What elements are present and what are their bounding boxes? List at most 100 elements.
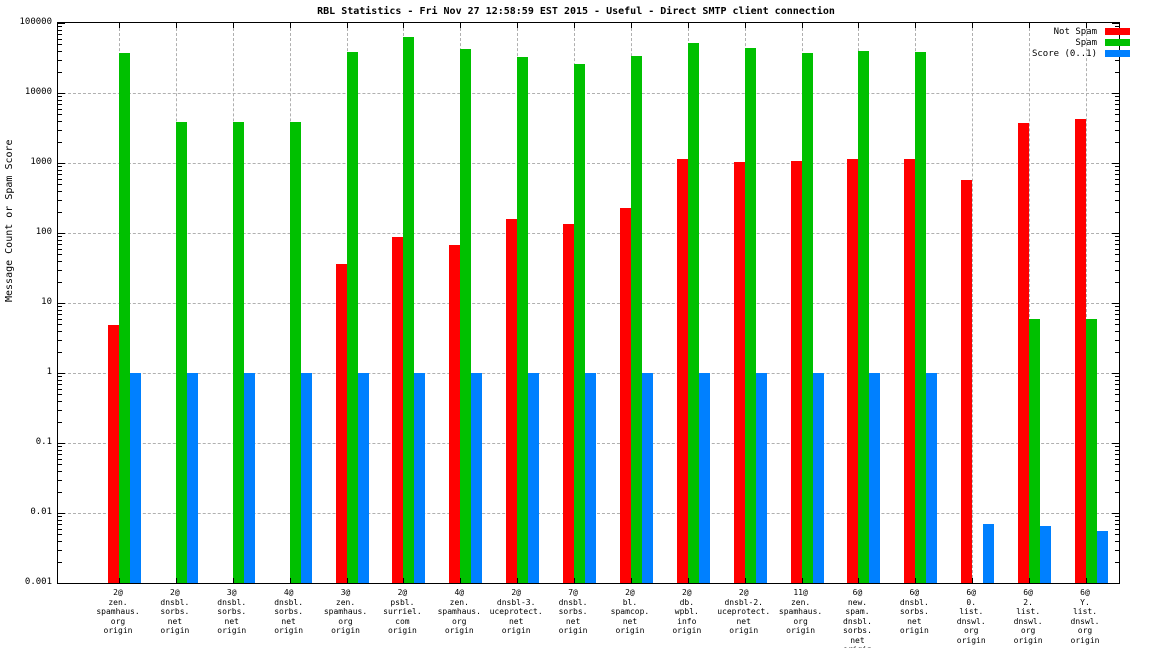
y-minor-tick <box>1115 446 1119 448</box>
y-minor-tick <box>58 44 62 46</box>
bar-not-spam <box>619 207 631 583</box>
y-minor-tick <box>1115 166 1119 168</box>
bar-score-0-1- <box>414 373 426 583</box>
x-tick <box>175 23 177 28</box>
x-category-label-line: uceprotect. <box>717 607 771 616</box>
y-minor-tick <box>1115 190 1119 192</box>
y-tick-label: 100000 <box>19 17 52 27</box>
x-category-label: 4@ dnsbl. sorbs. net origin <box>254 588 324 636</box>
y-minor-tick <box>58 254 62 256</box>
legend-swatch <box>1105 28 1130 35</box>
x-tick <box>574 578 576 583</box>
x-tick <box>915 23 917 28</box>
y-minor-tick <box>58 50 62 52</box>
bar-spam <box>687 42 699 583</box>
x-tick <box>460 578 462 583</box>
y-minor-tick <box>58 313 62 315</box>
x-category-label-line: org <box>964 626 979 635</box>
x-tick <box>630 578 632 583</box>
x-category-label-line: zen. <box>108 597 128 607</box>
x-category-label-line: origin <box>672 626 702 635</box>
y-major-tick <box>1112 93 1119 94</box>
x-tick <box>744 23 746 28</box>
y-minor-tick <box>58 169 62 171</box>
y-minor-tick <box>1115 281 1119 283</box>
y-minor-tick <box>1115 71 1119 73</box>
x-tick <box>1086 23 1087 28</box>
x-category-label-line: dnsbl-2. <box>724 597 763 607</box>
y-minor-tick <box>1115 260 1119 262</box>
y-minor-tick <box>1115 313 1119 315</box>
x-category-label: 3@ zen. spamhaus. org origin <box>311 588 381 636</box>
bar-not-spam <box>108 325 119 583</box>
y-minor-tick <box>58 449 62 451</box>
y-minor-tick <box>58 519 62 521</box>
bar-score-0-1- <box>528 373 540 583</box>
y-minor-tick <box>58 141 62 143</box>
y-minor-tick <box>1115 309 1119 311</box>
y-minor-tick <box>1115 178 1119 180</box>
y-minor-tick <box>58 248 62 250</box>
y-minor-tick <box>58 33 62 35</box>
x-category-label-line: 2@ <box>511 588 521 597</box>
y-major-tick <box>58 233 65 234</box>
y-minor-tick <box>1115 421 1119 423</box>
y-minor-tick <box>1115 394 1119 396</box>
y-minor-tick <box>58 114 62 116</box>
x-tick <box>232 578 234 583</box>
x-category-label-line: spamhaus. <box>96 607 140 616</box>
y-major-tick <box>58 443 65 444</box>
x-tick <box>346 578 348 583</box>
x-category-label-line: origin <box>331 626 360 635</box>
y-minor-tick <box>58 339 62 341</box>
x-tick <box>1029 578 1031 583</box>
bar-score-0-1- <box>812 373 824 583</box>
x-category-label-line: origin <box>558 626 588 635</box>
y-minor-tick <box>1115 239 1119 241</box>
y-minor-tick <box>58 71 62 73</box>
y-minor-tick <box>1115 120 1119 122</box>
x-tick <box>517 23 519 28</box>
y-tick-label: 10000 <box>24 87 52 97</box>
legend-label: Spam <box>1075 37 1097 48</box>
x-category-label-line: db. <box>679 597 695 607</box>
x-category-label-line: zen. <box>449 597 469 607</box>
y-gridline <box>58 163 1119 164</box>
y-minor-tick <box>58 190 62 192</box>
bar-spam <box>403 37 415 583</box>
x-category-label-line: 2@ <box>170 588 180 597</box>
x-category-label-line: net <box>224 616 239 626</box>
y-minor-tick <box>1115 96 1119 98</box>
y-minor-tick <box>58 549 62 551</box>
y-minor-tick <box>58 464 62 466</box>
y-minor-tick <box>1115 169 1119 171</box>
bar-score-0-1- <box>243 373 255 583</box>
x-category-label-line: origin <box>1070 635 1100 645</box>
x-category-label-line: 4@ <box>454 588 465 597</box>
y-tick-label: 1 <box>46 367 52 377</box>
y-minor-tick <box>1115 269 1119 271</box>
bar-spam <box>1086 318 1097 583</box>
y-minor-tick <box>58 458 62 460</box>
bar-score-0-1- <box>869 373 881 583</box>
y-minor-tick <box>1115 470 1119 472</box>
x-gridline <box>972 23 974 583</box>
y-minor-tick <box>58 400 62 402</box>
x-category-label-line: 3@ <box>340 588 351 597</box>
bar-not-spam <box>961 179 973 583</box>
y-minor-tick <box>58 173 62 175</box>
x-category-label-line: dnsbl-3. <box>496 597 536 607</box>
legend-row: Spam <box>1032 37 1130 48</box>
y-minor-tick <box>58 29 62 31</box>
x-tick <box>346 23 348 28</box>
x-category-label-line: wpbl. <box>674 607 699 616</box>
y-tick-label: 0.01 <box>30 507 52 517</box>
x-category-label-line: spamcop. <box>610 607 650 616</box>
y-minor-tick <box>1115 464 1119 466</box>
x-category-label-line: zen. <box>790 597 811 607</box>
bar-not-spam <box>790 160 802 583</box>
y-minor-tick <box>1115 379 1119 381</box>
y-minor-tick <box>1115 306 1119 308</box>
